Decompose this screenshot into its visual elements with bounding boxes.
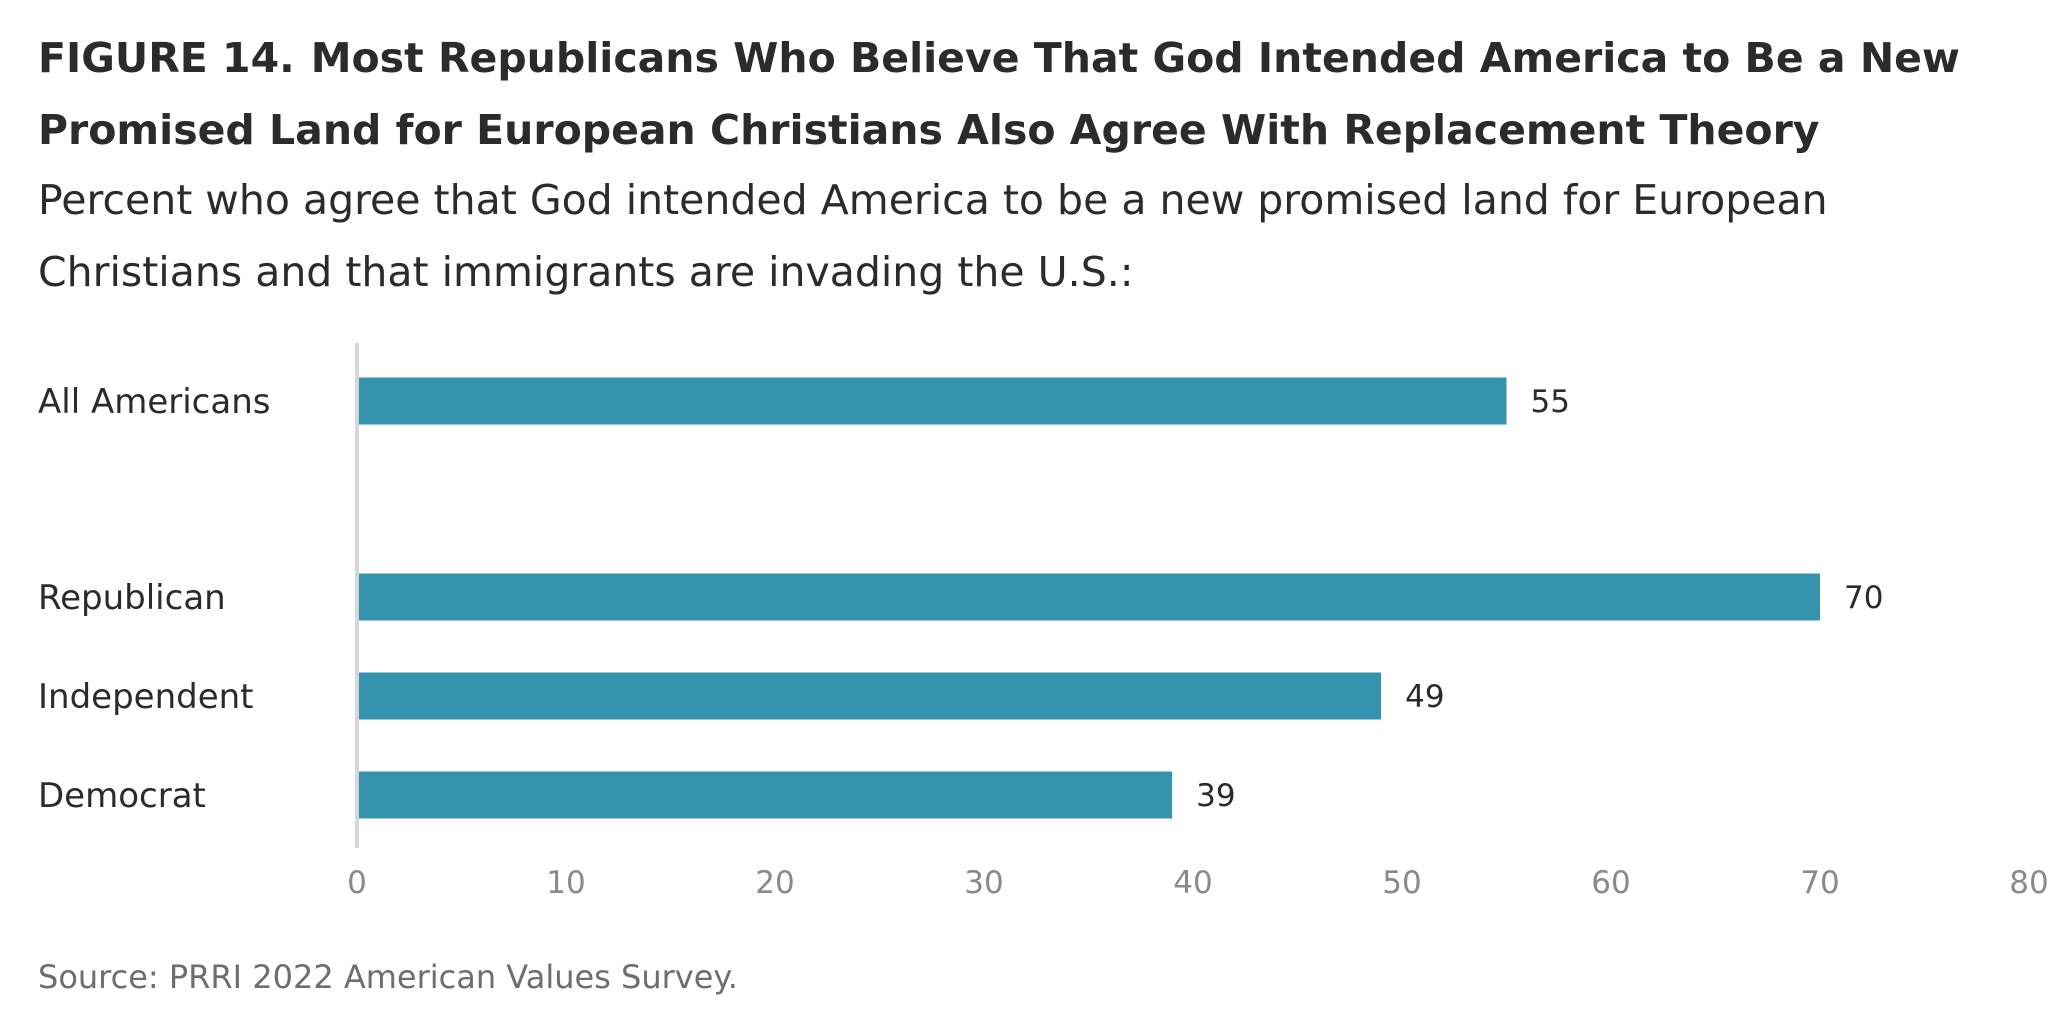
bars-layer (359, 377, 1820, 819)
chart-subtitle: Percent who agree that God intended Amer… (38, 176, 1828, 296)
data-label: 55 (1531, 384, 1570, 420)
bar-chart: All Americans Republican Independent Democr… (38, 343, 2049, 901)
x-tick-label: 80 (2009, 865, 2048, 901)
source-note: Source: PRRI 2022 American Values Survey… (38, 958, 738, 996)
x-tick-label: 50 (1382, 865, 1421, 901)
category-label: Independent (38, 677, 254, 717)
x-tick-label: 20 (755, 865, 794, 901)
x-tick-label: 60 (1591, 865, 1630, 901)
category-label: All Americans (38, 382, 270, 422)
chart-title: FIGURE 14. Most Republicans Who Believe T… (38, 22, 2018, 166)
data-label: 39 (1196, 778, 1235, 814)
category-label: Democrat (38, 776, 206, 816)
category-label: Republican (38, 578, 226, 618)
x-tick-label: 40 (1173, 865, 1212, 901)
chart-title-text: Most Republicans Who Believe That God In… (38, 34, 1960, 154)
value-labels: 55 70 49 39 (1196, 384, 1883, 814)
bar-independent (359, 672, 1382, 720)
bar-republican (359, 573, 1820, 621)
x-tick-label: 10 (546, 865, 585, 901)
data-label: 49 (1405, 679, 1444, 715)
x-tick-label: 70 (1800, 865, 1839, 901)
bar-all-americans (359, 377, 1507, 425)
x-axis: 0 10 20 30 40 50 60 70 80 (347, 865, 2049, 901)
x-tick-label: 0 (347, 865, 367, 901)
category-labels: All Americans Republican Independent Democr… (38, 382, 270, 816)
x-tick-label: 30 (964, 865, 1003, 901)
bar-democrat (359, 771, 1173, 819)
data-label: 70 (1844, 580, 1883, 616)
figure-number: FIGURE 14. (38, 34, 295, 82)
